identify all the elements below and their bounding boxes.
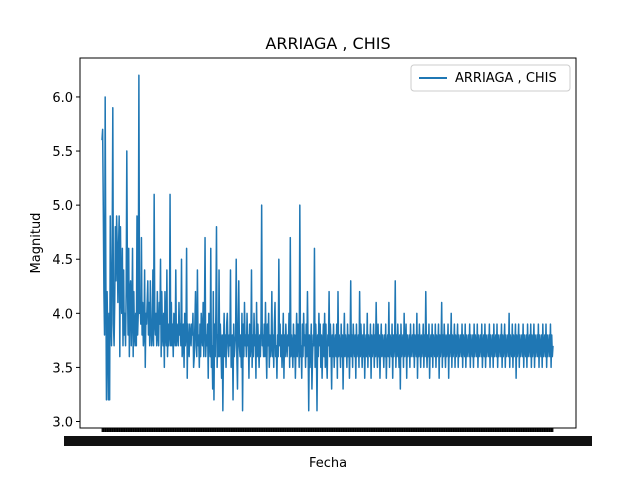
series-line [101,74,554,412]
series-layer [101,74,554,412]
y-tick-label: 4.0 [52,307,73,322]
y-tick-label: 4.5 [52,253,73,268]
y-tick-label: 3.0 [52,416,73,431]
y-axis-ticks: 3.0 3.5 4.0 4.5 5.0 5.5 6.0 [52,91,80,431]
x-axis-title: Fecha [309,456,347,471]
legend-label: ARRIAGA , CHIS [455,71,557,86]
legend-box [410,64,571,92]
legend: ARRIAGA , CHIS [410,64,571,92]
x-tick-labels-overlap [64,436,592,446]
y-tick-label: 6.0 [52,91,73,106]
chart-title: ARRIAGA , CHIS [265,34,390,53]
y-tick-label: 3.5 [52,361,73,376]
y-tick-label: 5.0 [52,199,73,214]
plot-frame [79,57,577,429]
y-axis-title: Magnitud [29,213,44,274]
y-tick-label: 5.5 [52,145,73,160]
x-axis-ticks [64,428,592,446]
